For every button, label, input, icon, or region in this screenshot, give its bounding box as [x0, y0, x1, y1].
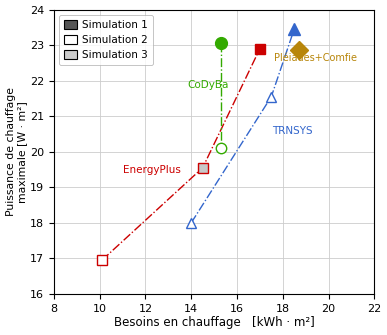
Text: Pléiades+Comfie: Pléiades+Comfie — [274, 53, 356, 63]
X-axis label: Besoins en chauffage   [kWh · m²]: Besoins en chauffage [kWh · m²] — [114, 317, 315, 329]
Text: TRNSYS: TRNSYS — [272, 126, 313, 136]
Y-axis label: Puissance de chauffage
maximale [W · m²]: Puissance de chauffage maximale [W · m²] — [5, 87, 27, 216]
Text: CoDyBa: CoDyBa — [188, 80, 229, 90]
Legend: Simulation 1, Simulation 2, Simulation 3: Simulation 1, Simulation 2, Simulation 3 — [59, 15, 153, 65]
Text: EnergyPlus: EnergyPlus — [123, 165, 180, 175]
